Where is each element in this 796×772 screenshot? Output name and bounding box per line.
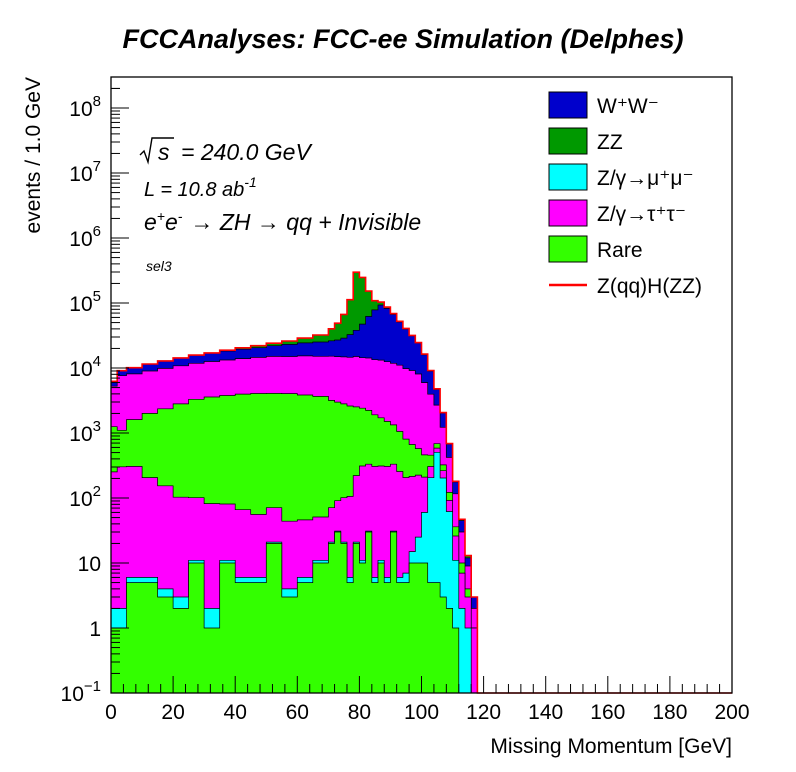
- legend-label-z-: Z/γ→μ⁺μ⁻: [597, 167, 694, 190]
- legend-swatch-z-: [548, 199, 588, 227]
- legend-swatch-zz: [548, 127, 588, 155]
- sqrt-symbol: [139, 137, 174, 165]
- y-tick-label: 108: [69, 93, 101, 121]
- annotation-sqrt-s: s = 240.0 GeV: [139, 137, 313, 165]
- x-tick-label: 20: [161, 701, 184, 724]
- legend-label-rare: Rare: [597, 239, 643, 262]
- y-axis-label: events / 1.0 GeV: [22, 77, 45, 233]
- x-tick-label: 40: [224, 701, 247, 724]
- sqrt-s-value: = 240.0 GeV: [181, 139, 313, 165]
- x-axis-ticks: 0 20 40 60 80 100 120 140 160 180 200: [105, 676, 750, 724]
- y-tick-label: 10−1: [61, 678, 101, 706]
- x-tick-label: 0: [105, 701, 117, 724]
- x-tick-label: 140: [528, 701, 563, 724]
- legend-swatch-rare: [548, 235, 588, 263]
- y-tick-label: 102: [69, 483, 101, 511]
- stacked-histogram: [110, 271, 732, 694]
- annotation-selection: sel3: [146, 258, 172, 274]
- y-tick-label: 1: [89, 618, 101, 641]
- legend-swatch-w-w-: [548, 91, 588, 119]
- legend-label-z-qq-h-zz-: Z(qq)H(ZZ): [597, 275, 702, 298]
- histogram-fill-rare: [110, 531, 732, 694]
- x-tick-label: 160: [590, 701, 625, 724]
- x-tick-label: 80: [348, 701, 371, 724]
- annotation-process: e+e- → ZH → qq + Invisible: [144, 208, 421, 235]
- x-tick-label: 200: [714, 701, 749, 724]
- annotation-luminosity: L = 10.8 ab-1: [144, 174, 257, 201]
- x-tick-label: 100: [404, 701, 439, 724]
- y-tick-label: 106: [69, 223, 101, 251]
- legend-label-zz: ZZ: [597, 131, 623, 154]
- legend-label-z-: Z/γ→τ⁺τ⁻: [597, 203, 686, 226]
- x-tick-label: 180: [652, 701, 687, 724]
- legend-swatch-z-: [548, 163, 588, 191]
- x-axis-label: Missing Momentum [GeV]: [490, 735, 732, 758]
- chart-title: FCCAnalyses: FCC-ee Simulation (Delphes): [122, 24, 683, 54]
- legend: W⁺W⁻ ZZ Z/γ→μ⁺μ⁻ Z/γ→τ⁺τ⁻ Rare Z(qq)H(ZZ): [548, 91, 702, 298]
- y-tick-label: 107: [69, 158, 101, 186]
- y-tick-label: 10: [78, 553, 101, 576]
- legend-label-w-w-: W⁺W⁻: [597, 95, 659, 118]
- y-tick-label: 104: [69, 353, 101, 381]
- signal-line-zqq-hzz: [111, 271, 732, 694]
- x-tick-label: 60: [286, 701, 309, 724]
- y-tick-label: 105: [69, 288, 101, 316]
- sqrt-s-variable: s: [158, 139, 170, 165]
- x-tick-label: 120: [466, 701, 501, 724]
- y-tick-label: 103: [69, 418, 101, 446]
- y-axis-ticks: 10−1 1 10 102 103 104 105 106 107 108: [61, 76, 129, 706]
